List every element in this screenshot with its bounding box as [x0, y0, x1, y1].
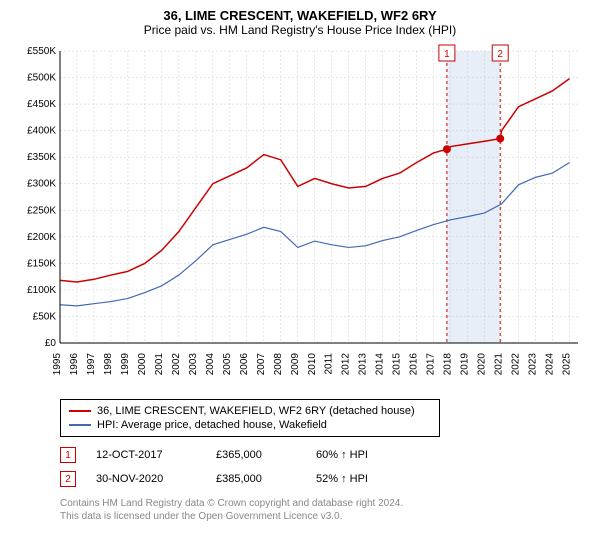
- svg-text:2006: 2006: [239, 353, 250, 376]
- svg-text:£250K: £250K: [27, 205, 56, 216]
- sale-pct: 60% ↑ HPI: [316, 449, 406, 461]
- svg-text:2025: 2025: [562, 353, 573, 376]
- svg-text:2009: 2009: [290, 353, 301, 376]
- svg-text:1999: 1999: [120, 353, 131, 376]
- title-line-2: Price paid vs. HM Land Registry's House …: [12, 23, 588, 37]
- svg-text:£450K: £450K: [27, 99, 56, 110]
- sale-price: £365,000: [216, 449, 296, 461]
- page-container: 36, LIME CRESCENT, WAKEFIELD, WF2 6RY Pr…: [0, 0, 600, 560]
- svg-text:2014: 2014: [375, 353, 386, 376]
- sale-row: 2 30-NOV-2020 £385,000 52% ↑ HPI: [60, 467, 588, 491]
- sale-date: 12-OCT-2017: [96, 449, 196, 461]
- svg-text:£500K: £500K: [27, 73, 56, 84]
- svg-text:2005: 2005: [222, 353, 233, 376]
- svg-text:£0: £0: [45, 338, 57, 349]
- title-block: 36, LIME CRESCENT, WAKEFIELD, WF2 6RY Pr…: [12, 8, 588, 37]
- svg-text:2002: 2002: [171, 353, 182, 376]
- svg-text:2017: 2017: [426, 353, 437, 376]
- svg-text:2004: 2004: [205, 353, 216, 376]
- svg-text:1997: 1997: [86, 353, 97, 376]
- svg-text:1996: 1996: [69, 353, 80, 376]
- svg-text:2015: 2015: [392, 353, 403, 376]
- svg-text:1995: 1995: [52, 353, 63, 376]
- svg-text:1: 1: [444, 49, 450, 60]
- svg-text:£300K: £300K: [27, 179, 56, 190]
- svg-text:2007: 2007: [256, 353, 267, 376]
- title-line-1: 36, LIME CRESCENT, WAKEFIELD, WF2 6RY: [12, 8, 588, 23]
- svg-text:£150K: £150K: [27, 258, 56, 269]
- svg-text:2020: 2020: [477, 353, 488, 376]
- svg-text:2000: 2000: [137, 353, 148, 376]
- sale-date: 30-NOV-2020: [96, 473, 196, 485]
- legend-swatch-2: [69, 424, 91, 426]
- sale-price: £385,000: [216, 473, 296, 485]
- sale-marker-box: 2: [60, 471, 76, 487]
- svg-text:2012: 2012: [341, 353, 352, 376]
- svg-text:2023: 2023: [528, 353, 539, 376]
- svg-text:£400K: £400K: [27, 126, 56, 137]
- legend-label-1: 36, LIME CRESCENT, WAKEFIELD, WF2 6RY (d…: [97, 405, 415, 417]
- sale-pct: 52% ↑ HPI: [316, 473, 406, 485]
- svg-text:2: 2: [497, 49, 503, 60]
- svg-text:£100K: £100K: [27, 285, 56, 296]
- svg-text:2022: 2022: [511, 353, 522, 376]
- chart-area: £0 £50K £100K £150K £200K £250K £300K £350K £400…: [12, 43, 588, 393]
- svg-text:2018: 2018: [443, 353, 454, 376]
- sale-marker-box: 1: [60, 447, 76, 463]
- svg-text:2011: 2011: [324, 353, 335, 375]
- svg-text:2008: 2008: [273, 353, 284, 376]
- legend-box: 36, LIME CRESCENT, WAKEFIELD, WF2 6RY (d…: [60, 399, 440, 437]
- sale-row: 1 12-OCT-2017 £365,000 60% ↑ HPI: [60, 443, 588, 467]
- sales-table: 1 12-OCT-2017 £365,000 60% ↑ HPI 2 30-NO…: [60, 443, 588, 491]
- svg-text:2019: 2019: [460, 353, 471, 376]
- svg-text:£50K: £50K: [33, 311, 57, 322]
- svg-text:1998: 1998: [103, 353, 114, 376]
- svg-text:2010: 2010: [307, 353, 318, 376]
- chart-svg: £0 £50K £100K £150K £200K £250K £300K £350K £400…: [12, 43, 588, 393]
- svg-text:2003: 2003: [188, 353, 199, 376]
- footer-text: Contains HM Land Registry data © Crown c…: [60, 497, 588, 523]
- legend-row-1: 36, LIME CRESCENT, WAKEFIELD, WF2 6RY (d…: [69, 404, 431, 418]
- svg-text:£550K: £550K: [27, 46, 56, 57]
- footer-line-1: Contains HM Land Registry data © Crown c…: [60, 497, 588, 510]
- legend-row-2: HPI: Average price, detached house, Wake…: [69, 418, 431, 432]
- sale-marker-num: 2: [65, 474, 71, 485]
- footer-line-2: This data is licensed under the Open Gov…: [60, 510, 588, 523]
- svg-text:2016: 2016: [409, 353, 420, 376]
- svg-text:2001: 2001: [154, 353, 165, 376]
- svg-text:2021: 2021: [494, 353, 505, 376]
- legend-label-2: HPI: Average price, detached house, Wake…: [97, 419, 327, 431]
- legend-swatch-1: [69, 410, 91, 412]
- svg-text:2024: 2024: [545, 353, 556, 376]
- svg-text:£200K: £200K: [27, 232, 56, 243]
- svg-text:2013: 2013: [358, 353, 369, 376]
- sale-marker-num: 1: [65, 450, 71, 461]
- svg-text:£350K: £350K: [27, 152, 56, 163]
